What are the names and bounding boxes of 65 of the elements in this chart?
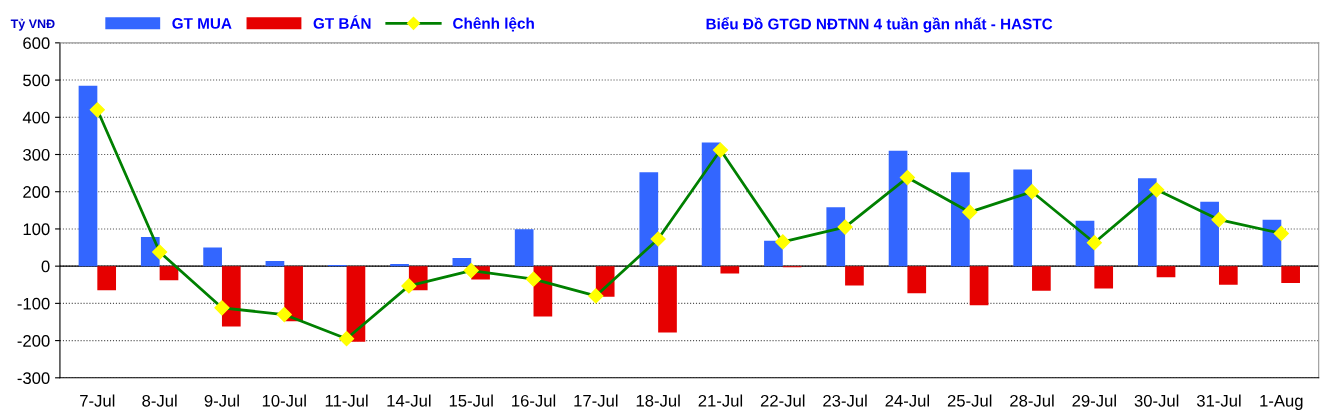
x-tick-label: 22-Jul	[760, 394, 805, 407]
bar	[639, 172, 659, 267]
bar	[1156, 266, 1176, 278]
bar	[720, 266, 740, 274]
x-tick-label: 17-Jul	[574, 394, 618, 407]
x-tick-label: 14-Jul	[387, 394, 431, 407]
bar	[514, 229, 534, 267]
bar	[888, 150, 908, 267]
bar	[701, 142, 721, 267]
bar	[159, 266, 179, 281]
bar	[78, 85, 98, 267]
x-tick-label: 31-Jul	[1196, 394, 1241, 407]
x-tick-label: 29-Jul	[1072, 394, 1116, 407]
x-tick-label: 23-Jul	[823, 394, 867, 407]
bar	[1032, 266, 1051, 291]
bar	[1218, 266, 1238, 285]
bar	[845, 266, 864, 286]
bar	[390, 263, 409, 267]
bar	[97, 266, 117, 291]
y-tick-label: 100	[23, 223, 50, 236]
x-tick-label: 24-Jul	[885, 394, 929, 407]
bar	[907, 266, 927, 294]
x-tick-label: 9-Jul	[204, 394, 239, 407]
y-tick-label: 200	[23, 186, 50, 198]
x-tick-label: 10-Jul	[262, 394, 306, 407]
bar	[284, 266, 303, 322]
legend-label: Chênh lệch	[453, 17, 534, 32]
bar	[951, 172, 970, 267]
y-tick-label: 300	[23, 148, 50, 161]
x-tick-label: 1-Aug	[1260, 395, 1303, 411]
bar	[221, 266, 241, 327]
bar	[969, 266, 989, 306]
bar	[826, 207, 846, 267]
bar	[1281, 266, 1300, 283]
bar	[1094, 266, 1114, 289]
x-tick-label: 18-Jul	[636, 394, 680, 407]
x-tick-label: 15-Jul	[449, 394, 493, 407]
x-tick-label: 11-Jul	[325, 394, 368, 407]
x-tick-label: 8-Jul	[142, 394, 177, 407]
y-tick-label: 600	[23, 37, 50, 50]
bar	[203, 247, 222, 267]
y-tick-label: -300	[17, 372, 50, 385]
chart-title: Biểu Đồ GTGD NĐTNN 4 tuần gần nhất - HASTC	[706, 16, 1053, 33]
x-tick-label: 30-Jul	[1134, 394, 1179, 407]
bar	[1137, 178, 1157, 267]
bar	[764, 240, 783, 267]
y-tick-label: -200	[17, 334, 50, 347]
x-tick-label: 7-Jul	[80, 394, 115, 407]
y-tick-label: -100	[17, 297, 50, 310]
bar	[658, 266, 677, 333]
bar	[1013, 169, 1033, 267]
y-tick-label: 0	[41, 260, 50, 273]
y-tick-label: 400	[22, 111, 50, 124]
bar	[265, 260, 285, 267]
x-tick-label: 28-Jul	[1010, 394, 1054, 407]
bar	[1200, 201, 1219, 267]
x-tick-label: 16-Jul	[512, 394, 556, 407]
y-tick-label: 500	[23, 74, 50, 87]
legend-label: GT MUA	[172, 18, 232, 29]
x-tick-label: 21-Jul	[698, 394, 743, 407]
bar	[452, 257, 472, 267]
legend-label: GT BÁN	[313, 15, 371, 29]
y-axis-title: Tỷ VNĐ	[10, 18, 55, 31]
x-tick-label: 25-Jul	[947, 394, 992, 407]
bar	[346, 266, 366, 342]
